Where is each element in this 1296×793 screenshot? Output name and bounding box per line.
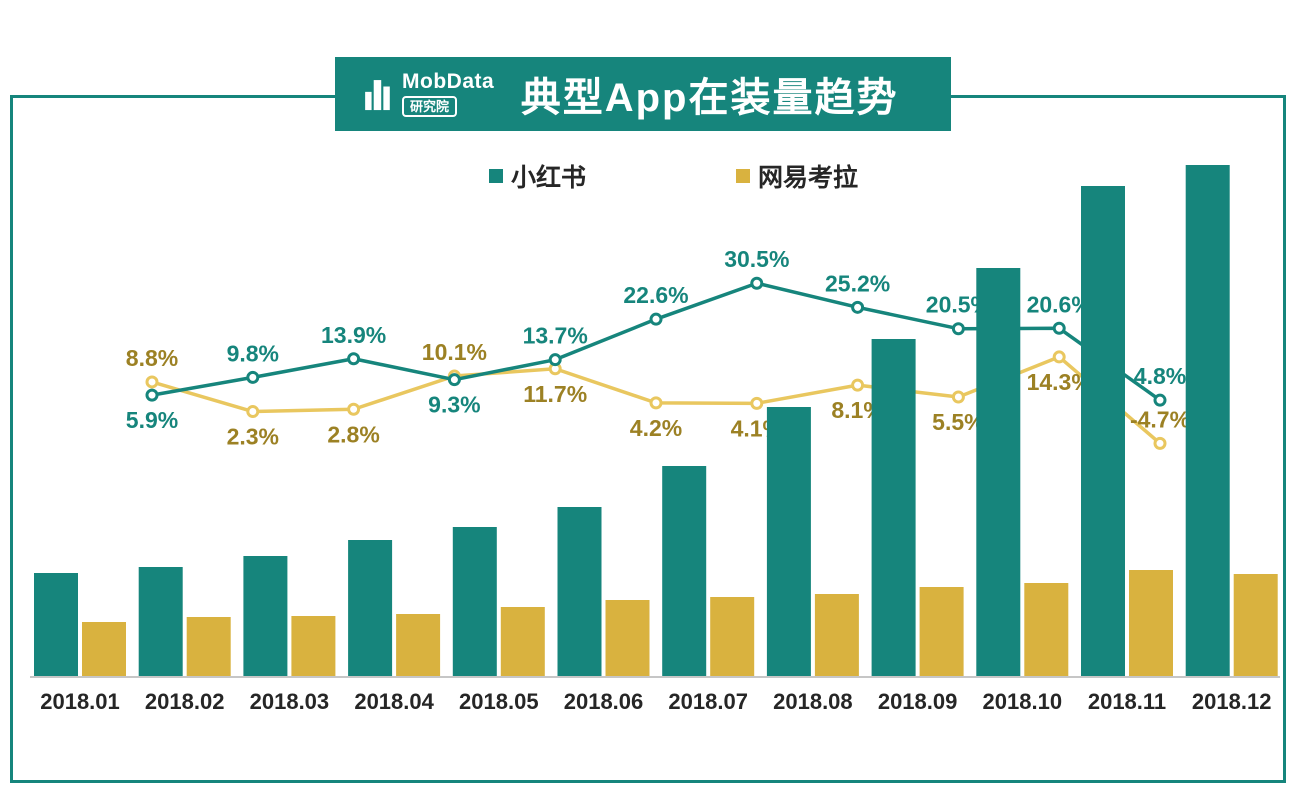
legend-swatch-wangyikaola bbox=[736, 169, 751, 183]
x-label-2018.01: 2018.01 bbox=[40, 689, 120, 714]
bar-网易考拉-2018.11 bbox=[1129, 570, 1173, 677]
line-point-小红书-2018.04 bbox=[447, 373, 461, 387]
growth-label-小红书-2018.07: 30.5% bbox=[724, 246, 789, 272]
line-point-小红书-2018.08 bbox=[851, 300, 865, 314]
logo-text-block: MobData 研究院 bbox=[402, 69, 495, 118]
growth-label-小红书-2018.08: 25.2% bbox=[825, 270, 890, 296]
line-point-网易考拉-2018.10 bbox=[1052, 350, 1066, 364]
logo-institute-badge: 研究院 bbox=[402, 95, 458, 118]
chart-title: 典型App在装量趋势 bbox=[520, 76, 899, 120]
line-point-小红书-2018.05 bbox=[548, 353, 562, 367]
mobdata-logo: MobData 研究院 bbox=[363, 69, 495, 118]
growth-label-小红书-2018.10: 20.6% bbox=[1027, 291, 1092, 317]
x-label-2018.11: 2018.11 bbox=[1088, 689, 1166, 714]
x-label-2018.12: 2018.12 bbox=[1192, 689, 1272, 714]
bar-小红书-2018.09 bbox=[871, 339, 916, 677]
bar-网易考拉-2018.08 bbox=[814, 594, 859, 677]
logo-brand-text: MobData bbox=[402, 69, 495, 93]
bar-小红书-2018.08 bbox=[766, 407, 811, 677]
x-label-2018.10: 2018.10 bbox=[983, 689, 1063, 714]
mobdata-building-icon bbox=[365, 80, 390, 111]
growth-label-网易考拉-2018.01: 8.8% bbox=[126, 345, 178, 371]
growth-label-网易考拉-2018.09: 5.5% bbox=[932, 409, 984, 435]
line-point-网易考拉-2018.06 bbox=[649, 396, 663, 410]
growth-label-网易考拉-2018.05: 11.7% bbox=[523, 381, 587, 407]
legend-item-xiaohongshu: 小红书 bbox=[489, 158, 586, 194]
bar-小红书-2018.10 bbox=[976, 268, 1021, 677]
bar-网易考拉-2018.01 bbox=[82, 622, 126, 677]
bar-小红书-2018.12 bbox=[1185, 165, 1230, 677]
x-label-2018.04: 2018.04 bbox=[354, 689, 434, 714]
line-point-小红书-2018.11 bbox=[1153, 393, 1167, 407]
bar-小红书-2018.06 bbox=[557, 507, 602, 677]
growth-label-小红书-2018.11: 4.8% bbox=[1134, 363, 1186, 389]
title-banner: MobData 研究院 典型App在装量趋势 bbox=[335, 57, 951, 131]
bar-网易考拉-2018.12 bbox=[1233, 574, 1278, 677]
bar-小红书-2018.02 bbox=[138, 567, 183, 677]
line-point-网易考拉-2018.01 bbox=[145, 375, 159, 389]
bar-网易考拉-2018.09 bbox=[919, 587, 964, 677]
bar-小红书-2018.05 bbox=[452, 527, 497, 677]
growth-label-小红书-2018.06: 22.6% bbox=[623, 282, 688, 308]
line-point-小红书-2018.02 bbox=[246, 370, 260, 384]
legend-item-wangyikaola: 网易考拉 bbox=[736, 158, 858, 194]
growth-label-小红书-2018.01: 5.9% bbox=[126, 407, 178, 433]
growth-label-网易考拉-2018.02: 2.3% bbox=[227, 424, 279, 450]
bar-小红书-2018.01 bbox=[34, 573, 78, 677]
bar-小红书-2018.11 bbox=[1081, 186, 1125, 677]
line-point-小红书-2018.09 bbox=[951, 322, 965, 336]
line-point-网易考拉-2018.07 bbox=[750, 396, 764, 410]
line-point-小红书-2018.07 bbox=[750, 276, 764, 290]
x-label-2018.05: 2018.05 bbox=[459, 689, 539, 714]
line-point-小红书-2018.06 bbox=[649, 312, 663, 326]
x-label-2018.09: 2018.09 bbox=[878, 689, 958, 714]
growth-label-网易考拉-2018.11: -4.7% bbox=[1130, 406, 1190, 432]
bar-小红书-2018.04 bbox=[348, 540, 393, 677]
legend-label-xiaohongshu: 小红书 bbox=[511, 164, 587, 192]
x-label-2018.02: 2018.02 bbox=[145, 689, 225, 714]
bar-网易考拉-2018.06 bbox=[605, 600, 650, 677]
x-label-2018.08: 2018.08 bbox=[773, 689, 853, 714]
x-label-2018.03: 2018.03 bbox=[250, 689, 330, 714]
line-point-网易考拉-2018.11 bbox=[1153, 436, 1167, 450]
x-label-2018.07: 2018.07 bbox=[668, 689, 748, 714]
growth-label-网易考拉-2018.06: 4.2% bbox=[630, 415, 682, 441]
growth-label-小红书-2018.03: 13.9% bbox=[321, 322, 386, 348]
line-point-网易考拉-2018.03 bbox=[347, 402, 361, 416]
line-point-网易考拉-2018.09 bbox=[951, 390, 965, 404]
bar-网易考拉-2018.07 bbox=[710, 597, 755, 677]
legend-swatch-xiaohongshu bbox=[489, 169, 503, 183]
bar-网易考拉-2018.03 bbox=[291, 616, 336, 677]
growth-label-网易考拉-2018.04: 10.1% bbox=[422, 339, 487, 365]
bar-网易考拉-2018.10 bbox=[1024, 583, 1069, 677]
line-point-小红书-2018.03 bbox=[347, 352, 361, 366]
line-point-网易考拉-2018.08 bbox=[851, 378, 865, 392]
legend: 小红书 网易考拉 bbox=[489, 158, 858, 194]
line-point-小红书-2018.01 bbox=[145, 388, 159, 402]
bar-网易考拉-2018.02 bbox=[186, 617, 231, 677]
growth-label-小红书-2018.02: 9.8% bbox=[227, 340, 279, 366]
x-label-2018.06: 2018.06 bbox=[564, 689, 644, 714]
growth-label-小红书-2018.04: 9.3% bbox=[428, 392, 480, 418]
growth-label-网易考拉-2018.03: 2.8% bbox=[327, 421, 379, 447]
legend-label-wangyikaola: 网易考拉 bbox=[758, 164, 859, 192]
line-point-小红书-2018.10 bbox=[1052, 321, 1066, 335]
bar-小红书-2018.03 bbox=[243, 556, 288, 677]
growth-label-网易考拉-2018.10: 14.3% bbox=[1027, 369, 1092, 395]
bar-网易考拉-2018.04 bbox=[396, 614, 441, 677]
growth-label-小红书-2018.05: 13.7% bbox=[523, 323, 588, 349]
bar-网易考拉-2018.05 bbox=[500, 607, 545, 677]
bar-小红书-2018.07 bbox=[662, 466, 707, 677]
line-point-网易考拉-2018.02 bbox=[246, 405, 260, 419]
